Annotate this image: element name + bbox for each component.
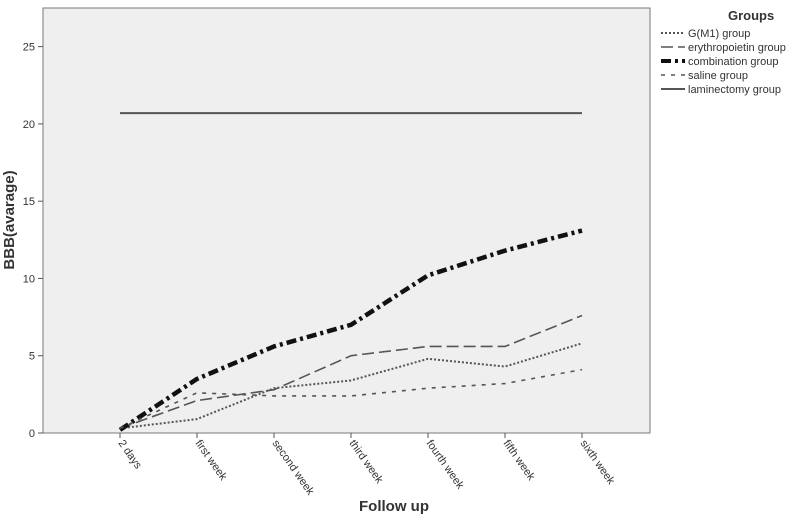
x-tick-label: 2 days	[116, 438, 145, 472]
legend-label: laminectomy group	[688, 84, 781, 96]
legend: Groups G(M1) group erythropoietin group co…	[661, 8, 786, 96]
series-line-1	[119, 342, 583, 430]
y-tick-label: 25	[23, 42, 35, 54]
x-tick-label: sixth week	[578, 438, 618, 487]
y-axis-title: BBB(avarage)	[1, 170, 18, 269]
y-tick-label: 20	[23, 119, 35, 131]
x-tick-label: fourth week	[424, 438, 467, 492]
series-line-2	[119, 314, 583, 430]
x-tick-label: first week	[193, 438, 230, 483]
y-tick-label: 0	[29, 428, 35, 440]
plot-area	[42, 7, 651, 434]
x-axis: 2 days first week second week third week fou…	[116, 433, 618, 498]
legend-label: combination group	[688, 56, 779, 68]
y-tick-label: 5	[29, 351, 35, 363]
legend-title: Groups	[728, 8, 774, 23]
y-axis: 0 5 10 15 20 25	[23, 42, 43, 440]
x-tick-label: second week	[270, 438, 317, 498]
y-tick-label: 10	[23, 273, 35, 285]
series-layer	[118, 112, 583, 432]
series-line-3	[118, 228, 583, 432]
legend-label: G(M1) group	[688, 28, 750, 40]
legend-label: erythropoietin group	[688, 42, 786, 54]
x-tick-label: third week	[347, 438, 386, 486]
x-axis-title: Follow up	[359, 498, 429, 515]
series-line-4	[119, 368, 583, 430]
y-tick-label: 15	[23, 196, 35, 208]
x-tick-label: fifth week	[501, 438, 538, 483]
legend-label: saline group	[688, 70, 748, 82]
